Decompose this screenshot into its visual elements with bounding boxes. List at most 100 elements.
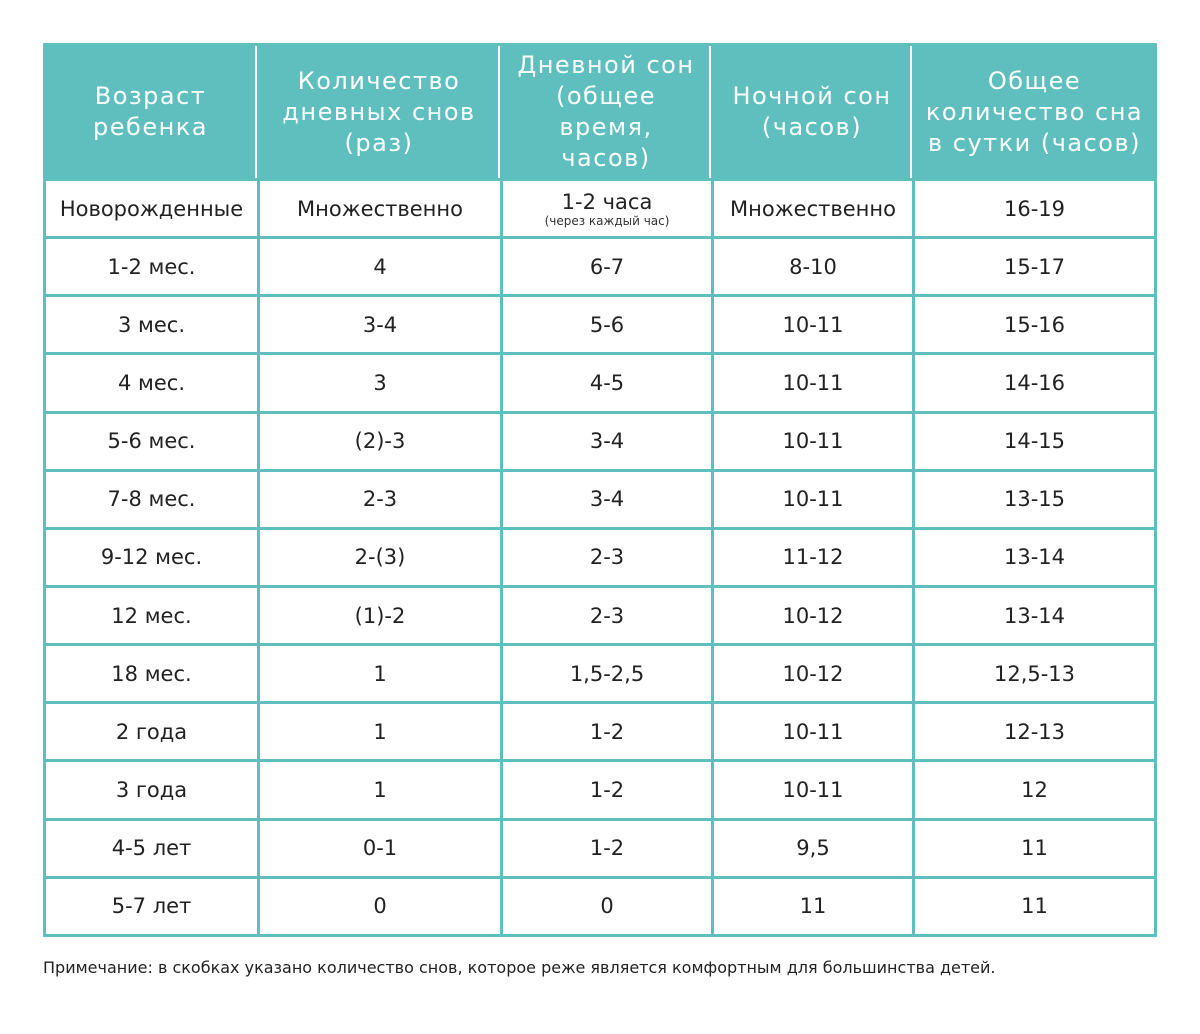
day-sleep-cell: 1-2 bbox=[503, 704, 711, 760]
header-age: Возраст ребенка bbox=[46, 46, 257, 178]
day-sleep-cell: 2-3 bbox=[503, 529, 711, 585]
age-cell: 5-6 мес. bbox=[46, 413, 257, 469]
header-line: (общее время, bbox=[556, 82, 656, 141]
header-line: Дневной сон bbox=[517, 51, 695, 79]
naps-cell: 2-(3) bbox=[260, 529, 500, 585]
day-sleep-cell: 1-2 часа (через каждый час) bbox=[503, 181, 711, 237]
table-row: 4-5 лет 0-1 1-2 9,5 11 bbox=[46, 820, 1154, 876]
night-sleep-cell: 10-11 bbox=[714, 355, 912, 411]
day-sleep-cell: 6-7 bbox=[503, 239, 711, 295]
table-row: 18 мес. 1 1,5-2,5 10-12 12,5-13 bbox=[46, 646, 1154, 702]
day-sleep-cell: 0 bbox=[503, 878, 711, 934]
footnote: Примечание: в скобках указано количество… bbox=[43, 958, 996, 977]
header-day-sleep: Дневной сон (общее время, часов) bbox=[503, 46, 711, 178]
total-sleep-cell: 14-15 bbox=[915, 413, 1154, 469]
table-row: 4 мес. 3 4-5 10-11 14-16 bbox=[46, 355, 1154, 411]
age-cell: 4-5 лет bbox=[46, 820, 257, 876]
age-cell: 2 года bbox=[46, 704, 257, 760]
night-sleep-cell: 8-10 bbox=[714, 239, 912, 295]
day-sleep-cell: 1-2 bbox=[503, 820, 711, 876]
naps-cell: (2)-3 bbox=[260, 413, 500, 469]
naps-cell: (1)-2 bbox=[260, 587, 500, 644]
age-cell: 4 мес. bbox=[46, 355, 257, 411]
naps-cell: 3-4 bbox=[260, 297, 500, 353]
naps-cell: 2-3 bbox=[260, 471, 500, 527]
night-sleep-cell: 11 bbox=[714, 878, 912, 934]
header-line: в сутки (часов) bbox=[927, 128, 1141, 157]
sleep-table-frame: Возраст ребенка Количество дневных снов (раз… bbox=[43, 43, 1157, 937]
day-sleep-cell: 3-4 bbox=[503, 471, 711, 527]
total-sleep-cell: 12 bbox=[915, 762, 1154, 818]
day-sleep-cell: 1,5-2,5 bbox=[503, 646, 711, 702]
night-sleep-cell: 10-11 bbox=[714, 413, 912, 469]
day-sleep-note: (через каждый час) bbox=[544, 213, 670, 228]
day-sleep-cell: 4-5 bbox=[503, 355, 711, 411]
night-sleep-cell: 10-11 bbox=[714, 471, 912, 527]
total-sleep-cell: 11 bbox=[915, 820, 1154, 876]
naps-cell: 1 bbox=[260, 762, 500, 818]
header-line: часов) bbox=[561, 144, 651, 172]
table-body: Новорожденные Множественно 1-2 часа (через … bbox=[46, 181, 1154, 934]
table-row: 3 года 1 1-2 10-11 12 bbox=[46, 762, 1154, 818]
naps-cell: Множественно bbox=[260, 181, 500, 237]
day-sleep-cell: 2-3 bbox=[503, 587, 711, 644]
header-naps-count: Количество дневных снов (раз) bbox=[260, 46, 500, 178]
table-row: 2 года 1 1-2 10-11 12-13 bbox=[46, 704, 1154, 760]
naps-cell: 1 bbox=[260, 704, 500, 760]
header-line: Общее bbox=[987, 66, 1082, 95]
night-sleep-cell: Множественно bbox=[714, 181, 912, 237]
table-header-row: Возраст ребенка Количество дневных снов (раз… bbox=[46, 46, 1154, 178]
age-cell: 3 года bbox=[46, 762, 257, 818]
night-sleep-cell: 10-11 bbox=[714, 762, 912, 818]
night-sleep-cell: 10-11 bbox=[714, 704, 912, 760]
table-row: 9-12 мес. 2-(3) 2-3 11-12 13-14 bbox=[46, 529, 1154, 585]
table-row: 5-7 лет 0 0 11 11 bbox=[46, 878, 1154, 934]
day-sleep-value: 1-2 часа bbox=[561, 189, 653, 214]
total-sleep-cell: 14-16 bbox=[915, 355, 1154, 411]
age-cell: Новорожденные bbox=[46, 181, 257, 237]
age-cell: 18 мес. bbox=[46, 646, 257, 702]
table-row: 5-6 мес. (2)-3 3-4 10-11 14-15 bbox=[46, 413, 1154, 469]
naps-cell: 0-1 bbox=[260, 820, 500, 876]
header-line: количество сна bbox=[925, 97, 1144, 126]
night-sleep-cell: 11-12 bbox=[714, 529, 912, 585]
header-line: Ночной сон bbox=[732, 82, 892, 110]
naps-cell: 1 bbox=[260, 646, 500, 702]
table-row: 1-2 мес. 4 6-7 8-10 15-17 bbox=[46, 239, 1154, 295]
header-total-sleep: Общее количество сна в сутки (часов) bbox=[915, 46, 1154, 178]
day-sleep-cell: 3-4 bbox=[503, 413, 711, 469]
header-line: Количество bbox=[297, 66, 461, 95]
header-line: Возраст bbox=[94, 82, 207, 110]
total-sleep-cell: 13-14 bbox=[915, 587, 1154, 644]
header-line: ребенка bbox=[93, 113, 208, 141]
age-cell: 5-7 лет bbox=[46, 878, 257, 934]
table-row: Новорожденные Множественно 1-2 часа (через … bbox=[46, 181, 1154, 237]
sleep-norms-table: Возраст ребенка Количество дневных снов (раз… bbox=[43, 43, 1157, 937]
day-sleep-cell: 5-6 bbox=[503, 297, 711, 353]
total-sleep-cell: 13-15 bbox=[915, 471, 1154, 527]
night-sleep-cell: 10-12 bbox=[714, 587, 912, 644]
header-night-sleep: Ночной сон (часов) bbox=[714, 46, 912, 178]
table-row: 12 мес. (1)-2 2-3 10-12 13-14 bbox=[46, 587, 1154, 644]
day-sleep-cell: 1-2 bbox=[503, 762, 711, 818]
naps-cell: 3 bbox=[260, 355, 500, 411]
age-cell: 7-8 мес. bbox=[46, 471, 257, 527]
total-sleep-cell: 12,5-13 bbox=[915, 646, 1154, 702]
age-cell: 3 мес. bbox=[46, 297, 257, 353]
header-line: (раз) bbox=[344, 128, 414, 157]
night-sleep-cell: 10-11 bbox=[714, 297, 912, 353]
total-sleep-cell: 13-14 bbox=[915, 529, 1154, 585]
age-cell: 9-12 мес. bbox=[46, 529, 257, 585]
age-cell: 12 мес. bbox=[46, 587, 257, 644]
night-sleep-cell: 9,5 bbox=[714, 820, 912, 876]
night-sleep-cell: 10-12 bbox=[714, 646, 912, 702]
total-sleep-cell: 15-16 bbox=[915, 297, 1154, 353]
table-row: 7-8 мес. 2-3 3-4 10-11 13-15 bbox=[46, 471, 1154, 527]
header-line: (часов) bbox=[761, 113, 863, 141]
age-cell: 1-2 мес. bbox=[46, 239, 257, 295]
total-sleep-cell: 15-17 bbox=[915, 239, 1154, 295]
naps-cell: 0 bbox=[260, 878, 500, 934]
header-line: дневных снов bbox=[282, 97, 476, 126]
table-row: 3 мес. 3-4 5-6 10-11 15-16 bbox=[46, 297, 1154, 353]
naps-cell: 4 bbox=[260, 239, 500, 295]
